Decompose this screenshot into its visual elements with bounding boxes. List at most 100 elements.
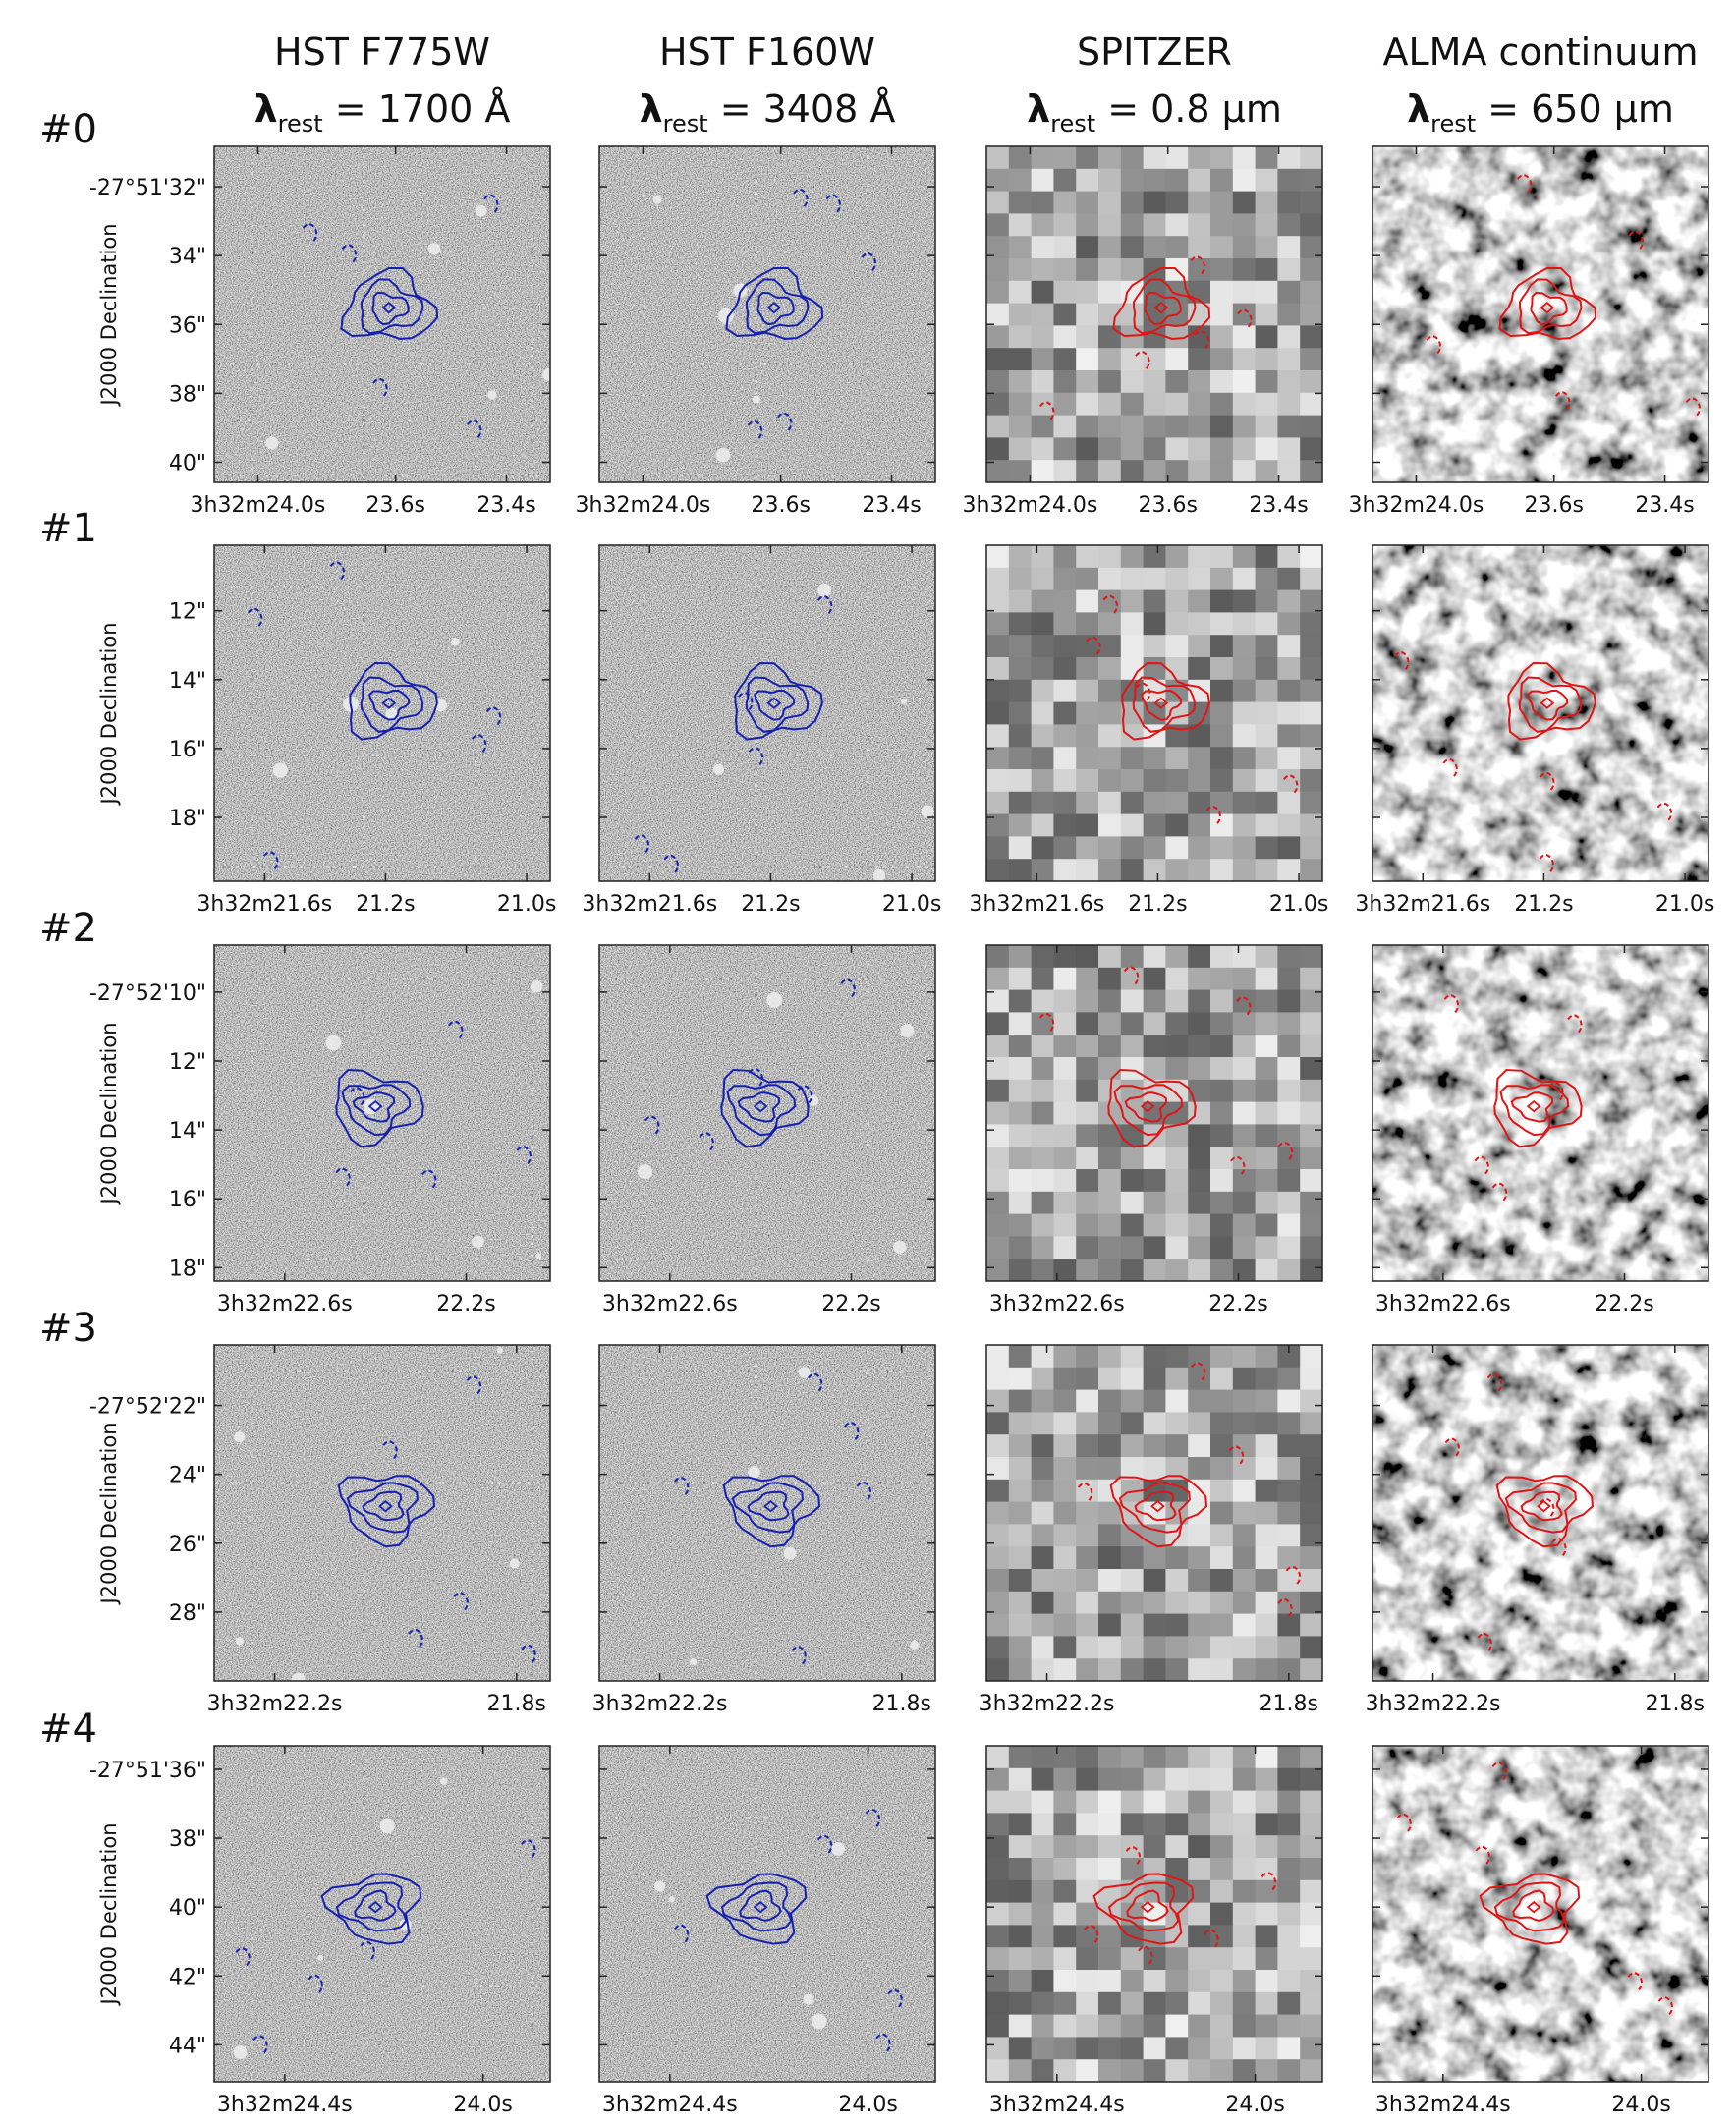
spitzer-pixel (1232, 1991, 1257, 2016)
spitzer-pixel (1165, 724, 1189, 748)
contour (1479, 1873, 1581, 1945)
spitzer-pixel (986, 1457, 1010, 1481)
spitzer-pixel (1300, 612, 1322, 636)
spitzer-pixel (1143, 769, 1166, 793)
spitzer-pixel (1120, 1970, 1145, 1993)
spitzer-pixel (1300, 1479, 1322, 1503)
spitzer-pixel (1008, 2059, 1033, 2082)
spitzer-pixel (1188, 1057, 1211, 1081)
spitzer-pixel (1232, 1236, 1257, 1259)
spitzer-pixel (1232, 1947, 1257, 1971)
spitzer-pixel (986, 1389, 1010, 1413)
spitzer-pixel (1120, 460, 1145, 482)
spitzer-pixel (1076, 1636, 1099, 1659)
spitzer-pixel (1232, 635, 1257, 658)
spitzer-pixel (1008, 191, 1033, 214)
spitzer-pixel (1277, 1970, 1301, 1993)
spitzer-pixel (986, 1991, 1010, 2016)
spitzer-pixel (1120, 1746, 1145, 1769)
spitzer-pixel (1031, 612, 1054, 636)
spitzer-pixel (1188, 1790, 1211, 1814)
spitzer-pixel (1165, 1169, 1189, 1193)
spitzer-pixel (1031, 1191, 1054, 1215)
source-spot (637, 1164, 653, 1180)
spitzer-pixel (1232, 1191, 1257, 1215)
spitzer-pixel (1143, 545, 1166, 569)
spitzer-pixel (1232, 370, 1257, 394)
panel-frame (1372, 1344, 1709, 1682)
spitzer-pixel (1143, 325, 1166, 349)
spitzer-pixel (986, 415, 1010, 438)
negative-contour (471, 734, 487, 754)
spitzer-pixel (1053, 1191, 1077, 1215)
spitzer-pixel (1210, 303, 1234, 326)
spitzer-pixel (1300, 1147, 1322, 1170)
spitzer-pixel (1232, 415, 1257, 438)
negative-contour (1194, 330, 1209, 350)
x-tick-label: 3h32m21.6s (582, 892, 717, 917)
column-wavelength: λrest = 3408 Å (640, 87, 896, 138)
spitzer-pixel (1143, 1259, 1166, 1281)
spitzer-pixel (1232, 1746, 1257, 1769)
spitzer-pixel (1300, 303, 1322, 326)
spitzer-pixel (1210, 280, 1234, 305)
spitzer-pixel (1232, 1479, 1257, 1503)
spitzer-pixel (1053, 1345, 1077, 1369)
spitzer-pixel (1165, 1035, 1189, 1058)
spitzer-pixel (1277, 2037, 1301, 2060)
spitzer-pixel (1031, 1124, 1054, 1147)
spitzer-pixel (1120, 791, 1145, 815)
spitzer-pixel (1008, 1389, 1033, 1413)
lambda-value: = 650 μm (1487, 87, 1674, 131)
spitzer-pixel (1076, 392, 1099, 417)
spitzer-pixel (1031, 769, 1054, 793)
spitzer-pixel (986, 1147, 1010, 1170)
spitzer-pixel (1031, 1613, 1054, 1637)
x-tick-label: 21.0s (1655, 892, 1714, 917)
spitzer-pixel (1076, 859, 1099, 881)
spitzer-pixel (1098, 348, 1122, 371)
contour (1124, 1091, 1168, 1123)
spitzer-pixel (1188, 348, 1211, 371)
spitzer-pixel (1188, 1101, 1211, 1125)
negative-contour (235, 1947, 251, 1967)
spitzer-pixel (1098, 1925, 1122, 1948)
source-spot (509, 1558, 520, 1569)
spitzer-pixel (1031, 146, 1054, 170)
alma-image (1372, 1345, 1708, 1681)
source-spot (235, 1637, 244, 1646)
spitzer-pixel (1008, 1012, 1033, 1035)
spitzer-pixel (1098, 2014, 1122, 2038)
spitzer-pixel (1098, 701, 1122, 725)
contour-peak (381, 301, 397, 314)
spitzer-pixel (1076, 1389, 1099, 1413)
negative-contour (1567, 1014, 1583, 1035)
spitzer-pixel (1277, 679, 1301, 703)
spitzer-pixel (1120, 236, 1145, 259)
spitzer-pixel (1255, 1367, 1278, 1391)
spitzer-pixel (1076, 1947, 1099, 1971)
spitzer-pixel (1210, 724, 1234, 748)
source-spot (798, 1367, 811, 1378)
negative-contour (448, 1020, 464, 1040)
negative-contour (247, 607, 263, 628)
spitzer-pixel (1300, 1124, 1322, 1147)
spitzer-pixel (1188, 1169, 1211, 1193)
spitzer-pixel (1300, 258, 1322, 282)
spitzer-pixel (1277, 724, 1301, 748)
x-tick-label: 3h32m21.6s (1355, 892, 1490, 917)
image (986, 945, 1322, 1281)
spitzer-pixel (1232, 213, 1257, 237)
spitzer-pixel (1277, 1658, 1301, 1681)
spitzer-pixel (1210, 1457, 1234, 1481)
spitzer-pixel (1277, 258, 1301, 282)
y-tick-label: 24" (169, 1464, 206, 1488)
spitzer-pixel (1277, 348, 1301, 371)
spitzer-pixel (1076, 168, 1099, 193)
spitzer-pixel (1076, 1412, 1099, 1435)
spitzer-pixel (1120, 325, 1145, 349)
spitzer-pixel (1188, 392, 1211, 417)
spitzer-pixel (1255, 1925, 1278, 1948)
y-tick-label: -27°51'36" (89, 1759, 206, 1783)
spitzer-pixel (1255, 1835, 1278, 1859)
